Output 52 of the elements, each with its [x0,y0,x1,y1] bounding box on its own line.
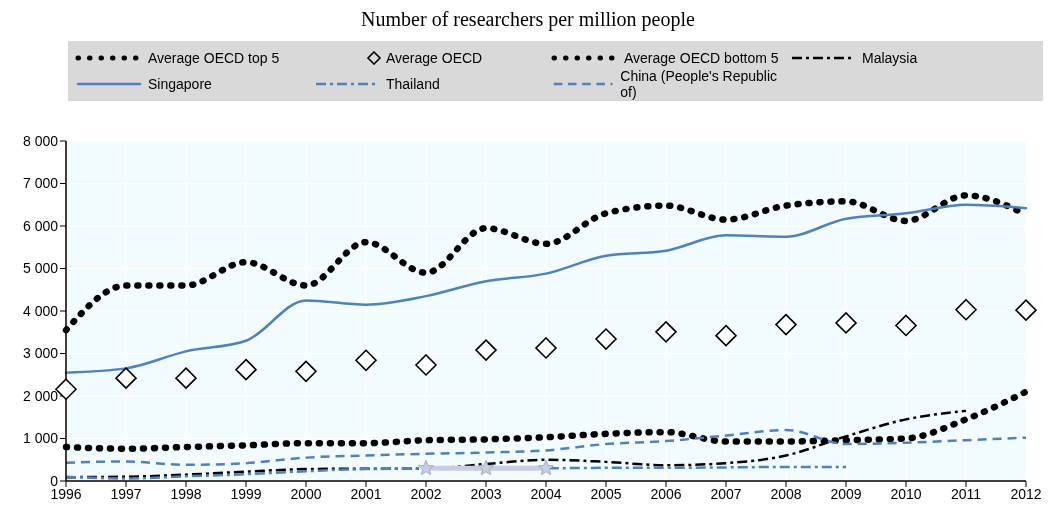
x-tick-label: 2002 [410,485,442,502]
point [115,367,137,389]
point [417,459,435,476]
legend-label: China (People's Republic of) [620,68,779,100]
point [537,459,555,476]
point [955,298,977,321]
x-tick-label: 2010 [890,485,922,502]
point [535,337,557,359]
y-tick-label: 7 000 [22,175,59,192]
legend-label: Thailand [386,76,440,92]
point [715,324,737,347]
point [655,321,677,343]
x-tick-label: 2009 [830,485,862,502]
y-tick-label: 8 000 [22,132,59,149]
point [355,349,377,372]
legend-label: Average OECD [386,50,483,66]
x-tick-label: 2011 [950,485,982,502]
x-tick-label: 2006 [650,485,682,502]
x-tick-label: 2000 [290,485,322,502]
x-tick-label: 2003 [470,485,502,502]
chart-title: Number of researchers per million people [360,8,696,31]
y-tick-label: 5 000 [22,260,59,277]
legend-label: Malaysia [862,50,918,66]
x-tick-label: 2005 [590,485,622,502]
point [175,367,197,389]
legend-label: Singapore [148,76,212,92]
x-tick-label: 2008 [770,485,802,502]
legend-label: Average OECD bottom 5 [624,50,779,66]
point [295,360,317,383]
point [1015,299,1037,321]
point [835,312,857,334]
y-tick-label: 6 000 [22,217,59,234]
point [415,354,437,376]
x-tick-label: 2012 [1010,485,1042,502]
point [475,339,497,361]
x-tick-label: 1998 [170,485,202,502]
y-tick-label: 2 000 [22,387,59,404]
point [595,328,617,350]
point [477,459,495,476]
y-tick-label: 4 000 [22,302,59,319]
y-tick-label: 1 000 [22,430,59,447]
x-tick-label: 2007 [710,485,742,502]
y-tick-label: 3 000 [22,345,59,362]
line-series [64,428,1028,467]
point [235,358,257,381]
x-tick-label: 1997 [110,485,142,502]
point [775,313,797,336]
x-tick-label: 2004 [530,485,562,502]
point [895,314,917,337]
x-tick-label: 1999 [230,485,262,502]
legend-label: Average OECD top 5 [148,50,280,66]
x-tick-label: 2001 [350,485,382,502]
